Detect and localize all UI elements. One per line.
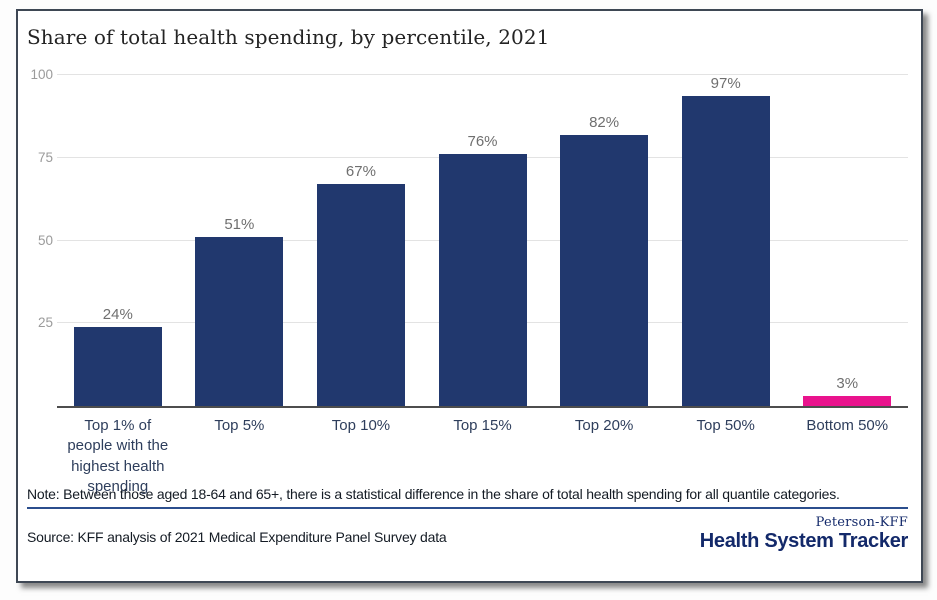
bar-value-label: 97%: [710, 75, 741, 92]
bar-column: 3%: [786, 75, 908, 406]
bar-top-50[interactable]: [681, 96, 770, 406]
bar-value-label: 51%: [224, 216, 255, 234]
x-axis-label-top-1-of-people-with-the-highest-health-spending: Top 1% of people with the highest health…: [67, 417, 169, 495]
gridline-100: [57, 74, 908, 75]
bar-value-label: 82%: [589, 113, 620, 131]
source-text: Source: KFF analysis of 2021 Medical Exp…: [27, 529, 447, 545]
x-axis-label-top-20: Top 20%: [574, 417, 634, 434]
bar-value-label: 24%: [102, 305, 133, 323]
y-axis-tick-label: 100: [30, 67, 53, 82]
bar-top-20[interactable]: [560, 134, 649, 406]
y-axis-tick-label: 75: [37, 149, 53, 165]
chart-title: Share of total health spending, by perce…: [27, 25, 550, 49]
bar-column: 51%: [179, 75, 301, 406]
bar-column: 24%: [57, 75, 179, 406]
bar-column: 97%: [665, 75, 787, 406]
bar-value-label: 76%: [467, 133, 498, 151]
x-axis-label-bottom-50: Bottom 50%: [806, 417, 889, 434]
bar-top-1-of-people-with-the-highest-health-spending[interactable]: [73, 326, 162, 406]
logo-peterson-kff: Peterson-KFF: [815, 515, 908, 530]
bar-column: 67%: [300, 75, 422, 406]
note-text: Note: Between those aged 18-64 and 65+, …: [27, 486, 840, 502]
x-axis-line: [57, 406, 908, 408]
bar-top-15[interactable]: [438, 154, 527, 406]
plot-area: 24% 51% 67% 76% 82% 97% 3%: [57, 74, 908, 406]
bar-value-label: 3%: [836, 375, 859, 393]
bars-group: 24% 51% 67% 76% 82% 97% 3%: [57, 75, 908, 406]
bar-top-5[interactable]: [195, 237, 284, 406]
y-axis: 25 50 75 100: [27, 67, 53, 406]
x-axis: Top 1% of people with the highest health…: [57, 416, 908, 497]
y-axis-tick-label: 50: [37, 232, 53, 248]
bar-top-10[interactable]: [316, 184, 405, 406]
divider-rule: [27, 507, 908, 509]
logo-health-system-tracker: Health System Tracker: [699, 530, 909, 552]
x-axis-label-top-10: Top 10%: [331, 417, 391, 434]
health-system-tracker-logo: Peterson-KFF Health System Tracker: [699, 515, 909, 552]
bar-bottom-50[interactable]: [803, 396, 892, 406]
y-axis-tick-label: 25: [37, 315, 53, 331]
x-axis-label-top-50: Top 50%: [696, 417, 755, 434]
x-axis-label-top-15: Top 15%: [453, 417, 512, 434]
bar-column: 76%: [422, 75, 544, 406]
chart-card: Share of total health spending, by perce…: [16, 9, 923, 583]
x-axis-label-top-5: Top 5%: [214, 417, 265, 434]
bar-value-label: 67%: [345, 163, 376, 181]
bar-column: 82%: [543, 75, 665, 406]
